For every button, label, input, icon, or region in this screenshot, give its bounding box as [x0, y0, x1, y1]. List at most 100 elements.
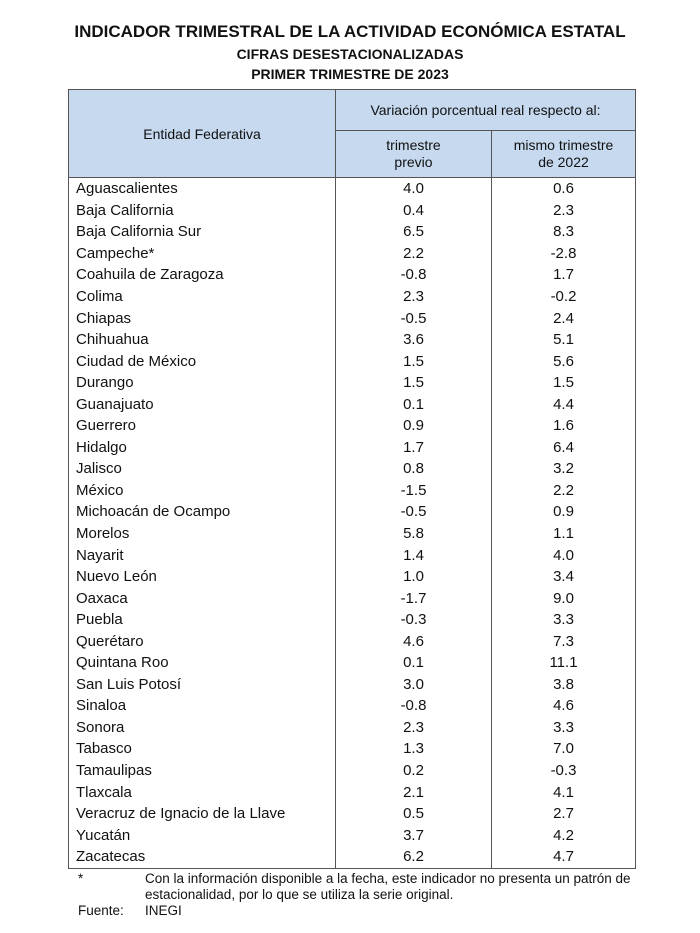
value-cell: 4.2	[491, 824, 636, 846]
value-cell: 3.0	[335, 673, 492, 696]
value-cell: 4.4	[491, 393, 636, 416]
value-cell: 3.7	[335, 824, 492, 846]
table-row: Jalisco 0.8 3.2	[68, 458, 636, 480]
title: INDICADOR TRIMESTRAL DE LA ACTIVIDAD ECO…	[74, 22, 626, 41]
value-cell: 2.3	[335, 285, 492, 308]
entity-cell: Sonora	[68, 716, 336, 739]
table-row: México -1.5 2.2	[68, 479, 636, 502]
entity-cell: Zacatecas	[68, 845, 336, 869]
table-row: Chihuahua 3.6 5.1	[68, 328, 636, 351]
entity-cell: Yucatán	[68, 824, 336, 846]
entity-cell: Hidalgo	[68, 436, 336, 459]
table-row: Sonora 2.3 3.3	[68, 716, 636, 739]
value-cell: 11.1	[491, 652, 636, 674]
entity-cell: Chiapas	[68, 307, 336, 329]
source: Fuente: INEGI	[78, 903, 638, 919]
value-cell: 1.5	[335, 350, 492, 372]
header-line: mismo trimestre	[513, 137, 614, 153]
entity-cell: Aguascalientes	[68, 177, 336, 200]
value-cell: 3.6	[335, 328, 492, 351]
value-cell: 3.3	[491, 716, 636, 739]
value-cell: 3.3	[491, 608, 636, 631]
entity-cell: Tlaxcala	[68, 781, 336, 803]
table-row: Puebla -0.3 3.3	[68, 608, 636, 631]
table-row: Nayarit 1.4 4.0	[68, 544, 636, 566]
table-row: Coahuila de Zaragoza -0.8 1.7	[68, 264, 636, 286]
table-row: Guanajuato 0.1 4.4	[68, 393, 636, 416]
source-label: Fuente:	[78, 903, 124, 918]
value-cell: 0.5	[335, 802, 492, 825]
value-cell: -0.3	[335, 608, 492, 631]
table-row: Tabasco 1.3 7.0	[68, 738, 636, 760]
value-cell: 0.2	[335, 759, 492, 782]
value-cell: 6.2	[335, 845, 492, 869]
footnote: * Con la información disponible a la fech…	[78, 871, 638, 903]
value-cell: 2.1	[335, 781, 492, 803]
value-cell: -0.3	[491, 759, 636, 782]
entity-cell: Tabasco	[68, 738, 336, 760]
value-cell: 1.7	[491, 264, 636, 286]
header-line: de 2022	[538, 154, 589, 170]
table-row: Baja California Sur 6.5 8.3	[68, 221, 636, 243]
value-cell: 8.3	[491, 221, 636, 243]
entity-cell: Tamaulipas	[68, 759, 336, 782]
table-row: San Luis Potosí 3.0 3.8	[68, 673, 636, 696]
value-cell: 3.8	[491, 673, 636, 696]
value-cell: 2.2	[491, 479, 636, 502]
value-cell: 4.0	[335, 177, 492, 200]
table-row: Chiapas -0.5 2.4	[68, 307, 636, 329]
subtitle: CIFRAS DESESTACIONALIZADAS	[236, 46, 464, 62]
table-row: Baja California 0.4 2.3	[68, 199, 636, 222]
entity-cell: Baja California	[68, 199, 336, 222]
entity-cell: Guerrero	[68, 415, 336, 437]
value-cell: 2.2	[335, 242, 492, 265]
entity-cell: Campeche*	[68, 242, 336, 265]
table-row: Yucatán 3.7 4.2	[68, 824, 636, 846]
value-cell: 5.6	[491, 350, 636, 372]
value-cell: 2.4	[491, 307, 636, 329]
value-cell: -0.5	[335, 501, 492, 523]
entity-cell: Guanajuato	[68, 393, 336, 416]
table-row: Nuevo León 1.0 3.4	[68, 565, 636, 588]
entity-cell: Morelos	[68, 522, 336, 545]
previous-header: trimestre previo	[335, 130, 492, 178]
value-cell: 0.9	[335, 415, 492, 437]
entity-cell: Michoacán de Ocampo	[68, 501, 336, 523]
value-cell: 9.0	[491, 587, 636, 609]
header-row: Entidad Federativa Variación porcentual …	[68, 89, 636, 178]
header-line: previo	[394, 154, 433, 170]
table-row: Tlaxcala 2.1 4.1	[68, 781, 636, 803]
value-cell: 1.7	[335, 436, 492, 459]
value-cell: 4.6	[335, 630, 492, 653]
entity-cell: Durango	[68, 371, 336, 394]
value-cell: 4.0	[491, 544, 636, 566]
value-cell: 5.8	[335, 522, 492, 545]
value-cell: 7.0	[491, 738, 636, 760]
value-cell: -0.2	[491, 285, 636, 308]
entity-cell: México	[68, 479, 336, 502]
value-cell: -0.5	[335, 307, 492, 329]
value-cell: 2.7	[491, 802, 636, 825]
entity-cell: Veracruz de Ignacio de la Llave	[68, 802, 336, 825]
notes: * Con la información disponible a la fech…	[78, 871, 638, 919]
table-row: Campeche* 2.2 -2.8	[68, 242, 636, 265]
entity-cell: Puebla	[68, 608, 336, 631]
entity-cell: Chihuahua	[68, 328, 336, 351]
value-cell: 1.5	[491, 371, 636, 394]
footnote-text: Con la información disponible a la fecha…	[145, 871, 631, 902]
table-row: Guerrero 0.9 1.6	[68, 415, 636, 437]
entity-cell: Ciudad de México	[68, 350, 336, 372]
table-row: Tamaulipas 0.2 -0.3	[68, 759, 636, 782]
value-cell: 6.5	[335, 221, 492, 243]
table-row: Michoacán de Ocampo -0.5 0.9	[68, 501, 636, 523]
source-value: INEGI	[145, 903, 182, 918]
entity-cell: Coahuila de Zaragoza	[68, 264, 336, 286]
table-header: Entidad Federativa Variación porcentual …	[68, 89, 636, 178]
entity-cell: San Luis Potosí	[68, 673, 336, 696]
value-cell: 0.1	[335, 393, 492, 416]
table-row: Querétaro 4.6 7.3	[68, 630, 636, 653]
entity-cell: Colima	[68, 285, 336, 308]
table-row: Sinaloa -0.8 4.6	[68, 695, 636, 717]
